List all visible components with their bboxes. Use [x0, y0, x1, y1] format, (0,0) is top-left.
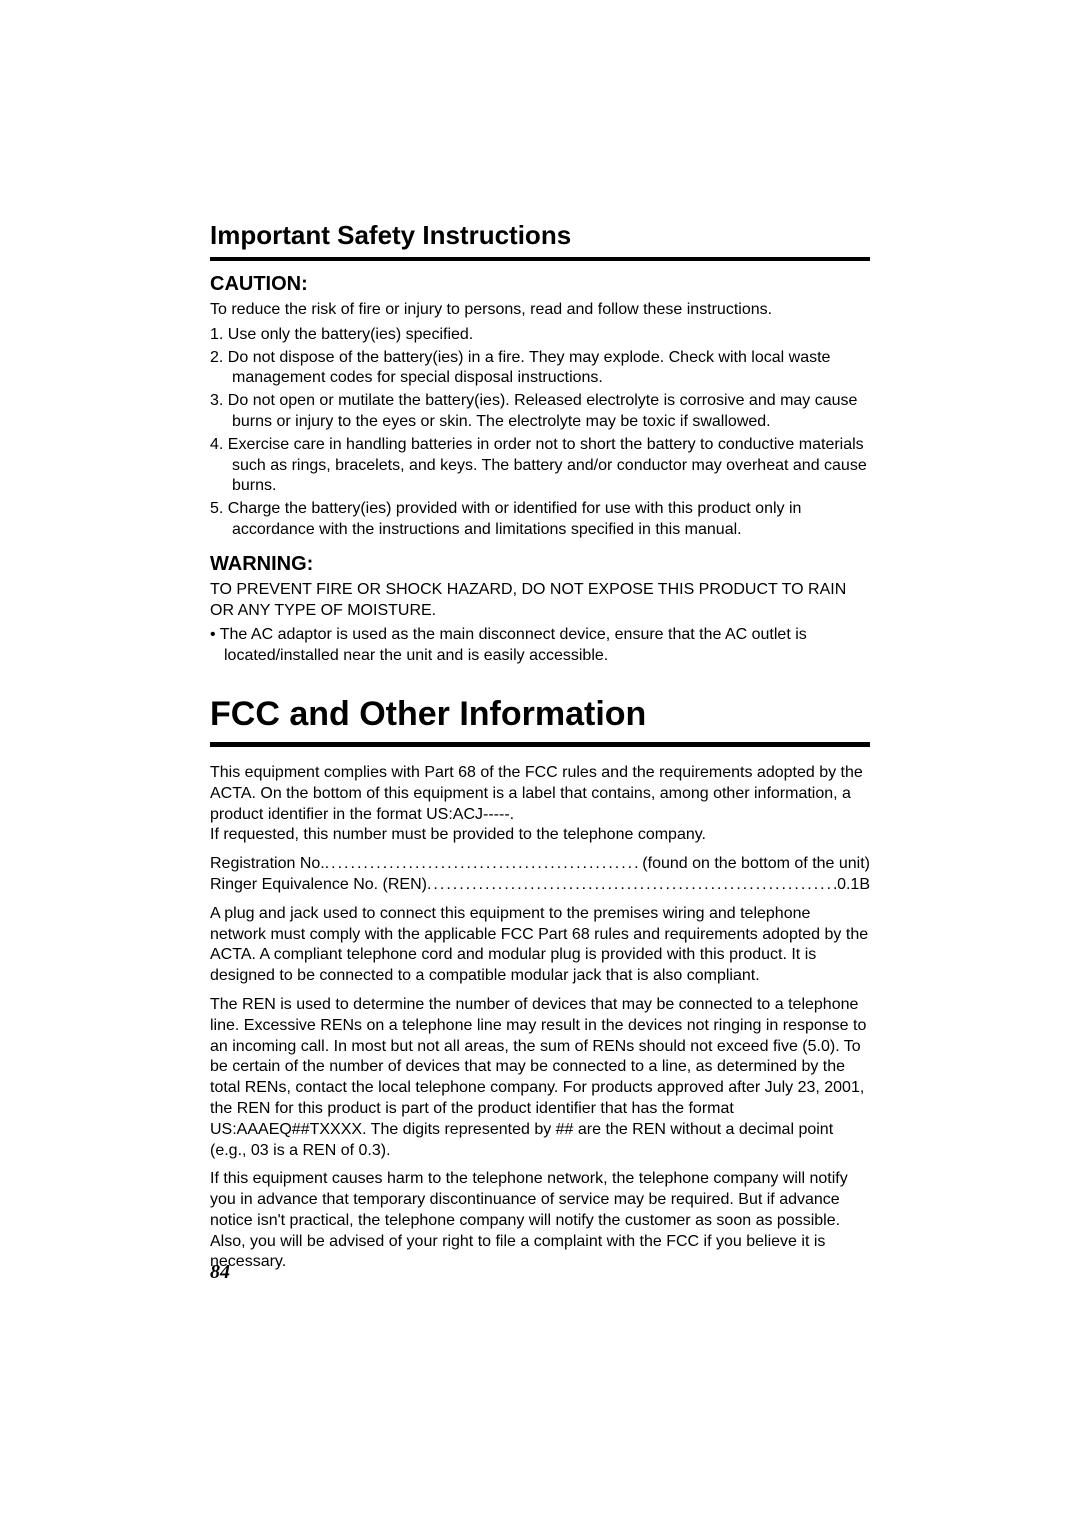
warning-text: TO PREVENT FIRE OR SHOCK HAZARD, DO NOT … [210, 580, 870, 622]
ren-value: 0.1B [837, 875, 870, 896]
caution-item: 5. Charge the battery(ies) provided with… [210, 499, 870, 541]
ren-line: Ringer Equivalence No. (REN) ...........… [210, 875, 870, 896]
warning-list: • The AC adaptor is used as the main dis… [210, 625, 870, 667]
registration-label: Registration No. [210, 854, 325, 875]
fcc-title-rule [210, 742, 870, 747]
caution-list: 1. Use only the battery(ies) specified. … [210, 325, 870, 541]
dot-leader: ........................................… [427, 875, 837, 896]
caution-item: 3. Do not open or mutilate the battery(i… [210, 391, 870, 433]
fcc-para-1: This equipment complies with Part 68 of … [210, 763, 870, 846]
fcc-para-4: If this equipment causes harm to the tel… [210, 1169, 870, 1273]
safety-title-rule [210, 257, 870, 261]
fcc-para-3: The REN is used to determine the number … [210, 995, 870, 1161]
caution-intro: To reduce the risk of fire or injury to … [210, 300, 870, 321]
fcc-section-title: FCC and Other Information [210, 695, 870, 734]
caution-item: 1. Use only the battery(ies) specified. [210, 325, 870, 346]
registration-line: Registration No. .......................… [210, 854, 870, 875]
document-page: Important Safety Instructions CAUTION: T… [0, 0, 1080, 1528]
caution-heading: CAUTION: [210, 273, 870, 296]
safety-section-title: Important Safety Instructions [210, 220, 870, 251]
page-number: 84 [210, 1261, 230, 1284]
warning-heading: WARNING: [210, 553, 870, 576]
fcc-para-2: A plug and jack used to connect this equ… [210, 904, 870, 987]
registration-value: (found on the bottom of the unit) [642, 854, 870, 875]
ren-label: Ringer Equivalence No. (REN) [210, 875, 427, 896]
warning-bullet: • The AC adaptor is used as the main dis… [210, 625, 870, 667]
caution-item: 4. Exercise care in handling batteries i… [210, 435, 870, 497]
caution-item: 2. Do not dispose of the battery(ies) in… [210, 348, 870, 390]
dot-leader: ........................................… [325, 854, 643, 875]
